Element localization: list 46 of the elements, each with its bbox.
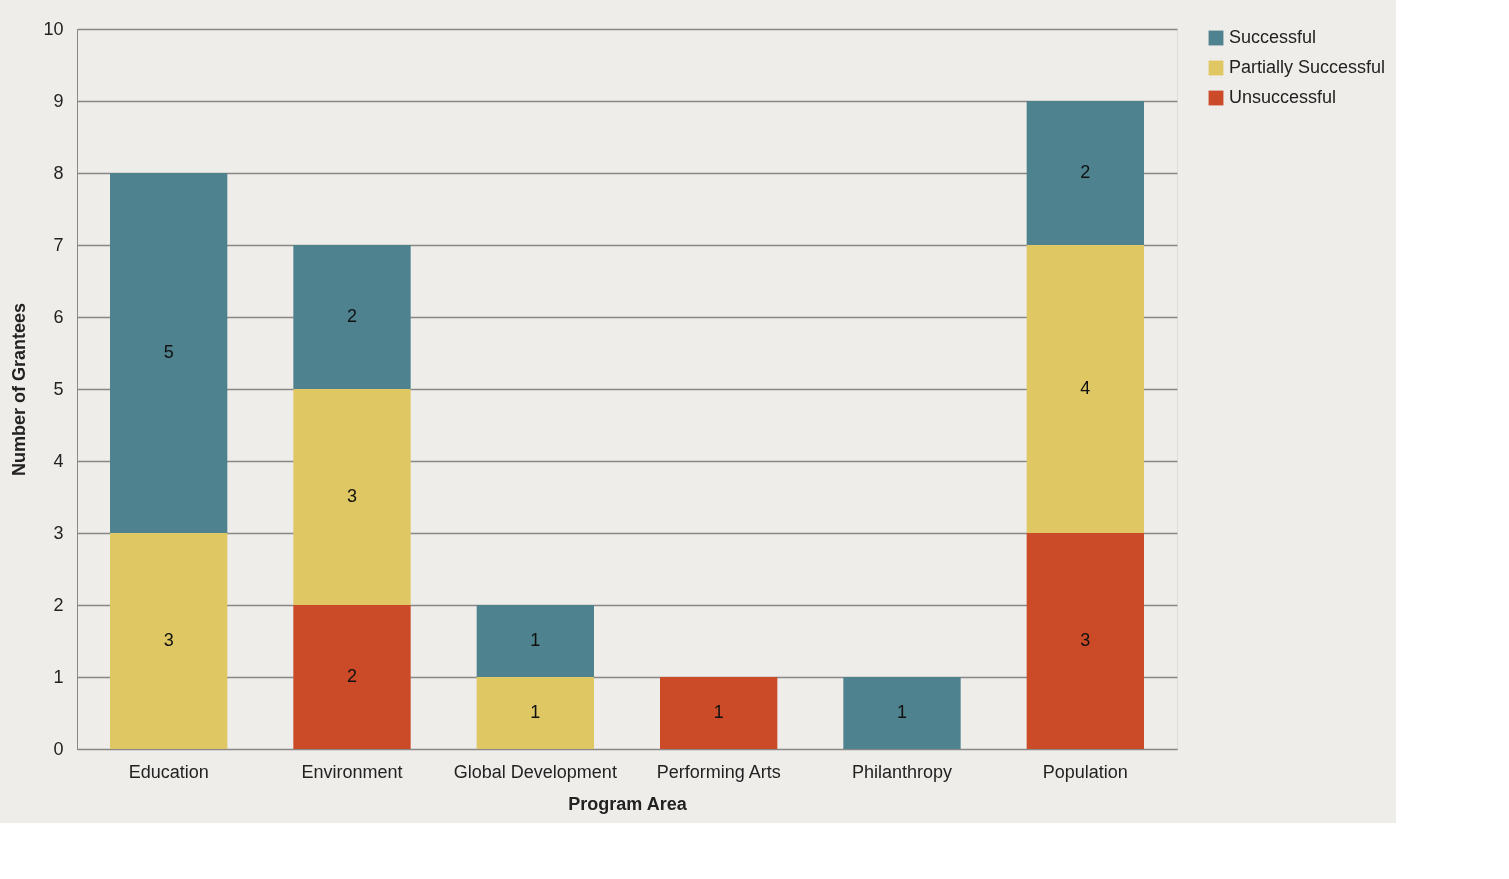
legend-label: Successful [1229,27,1317,47]
y-tick-label: 1 [53,666,64,687]
data-label: 1 [713,702,724,722]
y-axis-title: Number of Grantees [9,302,30,477]
bar [293,245,411,389]
data-label: 2 [346,306,358,326]
bar [476,677,594,749]
y-tick-label: 6 [53,306,64,327]
data-label: 1 [530,630,541,650]
bar [110,533,228,749]
data-label: 2 [1080,162,1091,182]
y-tick-label: 7 [53,234,64,255]
data-label: 3 [1080,630,1091,650]
y-tick-label: 8 [53,162,64,183]
x-tick-label: Philanthropy [851,761,953,782]
bar [1026,245,1144,533]
data-label: 1 [530,702,541,722]
bar [476,605,594,677]
bar [293,389,411,605]
bar [293,605,411,749]
x-tick-label: Global Development [453,761,617,782]
data-label: 5 [163,342,174,362]
y-tick-label: 5 [53,378,64,399]
data-label: 3 [163,630,174,650]
data-label: 4 [1080,378,1091,398]
bar [1026,101,1144,245]
y-tick-label: 9 [53,90,64,111]
x-tick-label: Performing Arts [656,761,781,782]
x-axis-title: Program Area [568,793,688,814]
data-label: 1 [896,702,908,722]
legend-label: Partially Successful [1229,57,1386,77]
bar [843,677,961,749]
x-tick-label: Population [1042,761,1128,782]
bar [1026,533,1144,749]
x-tick-label: Environment [301,761,403,782]
bar [660,677,778,749]
bar [110,173,228,533]
data-label: 2 [346,666,358,686]
legend-label: Unsuccessful [1229,87,1337,107]
y-tick-label: 3 [53,522,64,543]
x-tick-label: Education [128,761,209,782]
data-label: 3 [346,486,358,506]
y-tick-label: 0 [53,738,64,759]
y-tick-label: 4 [53,450,64,471]
y-tick-label: 10 [43,18,64,39]
y-tick-label: 2 [53,594,64,615]
